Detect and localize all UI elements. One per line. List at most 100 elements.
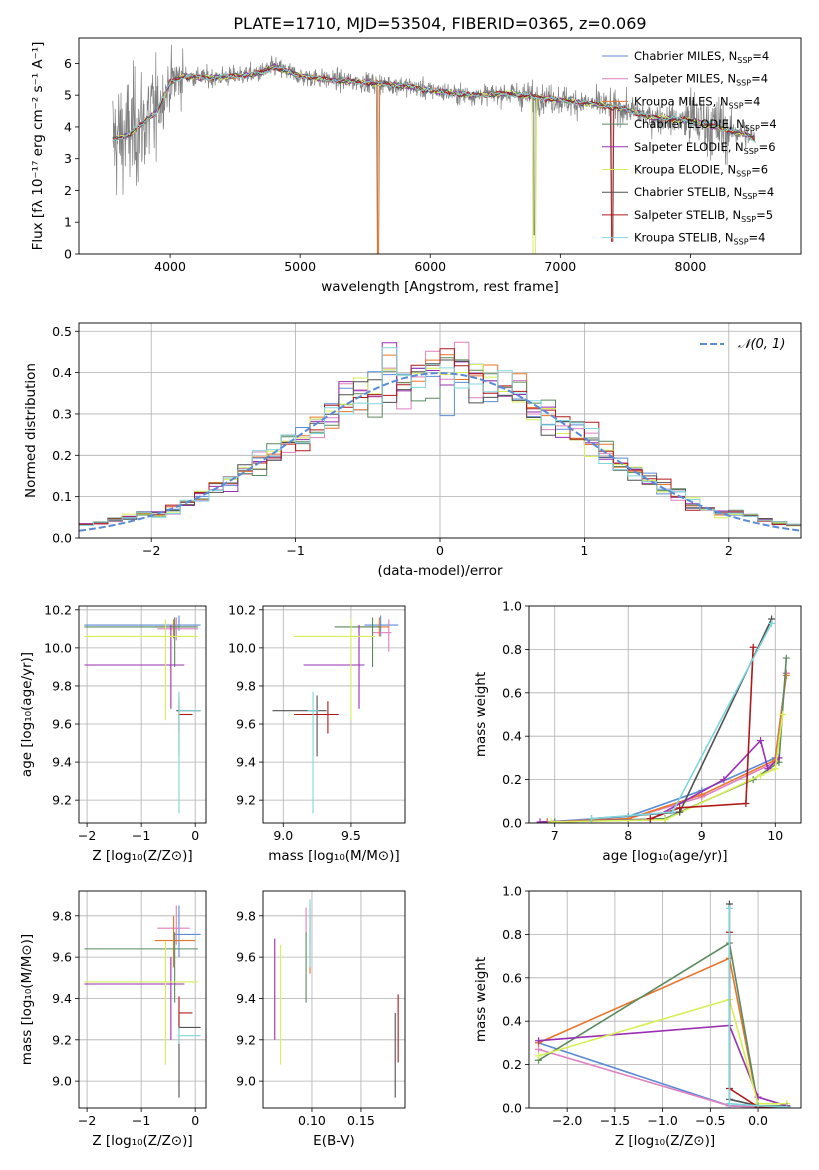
weight_vs_age-y-axis-label: mass weight [473, 672, 489, 757]
mass_vs_ebv-ytick-label: 9.0 [236, 1074, 256, 1089]
age_vs_mass-xtick-label: 9.5 [341, 828, 361, 843]
weight_vs_age-marker-chabrier-elodie [782, 654, 790, 662]
spectrum-panel: 4000 5000 6000 7000 8000 0 1 2 3 4 5 6 wavelength [A… [30, 37, 802, 295]
weight_vs_age-marker-kroupa-elodie [661, 816, 669, 823]
age_vs_Z-xtick-label: −1 [132, 828, 150, 843]
legend-label-salpeter-elodie: Salpeter ELODIE, NSSP=6 [634, 140, 776, 156]
weight_vs_Z-xtick-label: −1.0 [647, 1113, 677, 1128]
mass_vs_Z-xtick-label: 0 [191, 1113, 199, 1128]
age_vs_mass-ytick-label: 10.0 [228, 640, 256, 655]
weight_vs_Z-ytick-label: 0.6 [502, 970, 522, 985]
mass_vs_Z-ytick-label: 9.6 [52, 950, 72, 965]
weight_vs_age-ytick-label: 0.8 [502, 642, 522, 657]
weight_vs_Z-marker-salpeter-elodie [535, 1037, 543, 1045]
residuals-ytick-label: 0.2 [52, 448, 72, 463]
weight_vs_Z-x-axis-label: Z [log₁₀(Z/Z⊙)] [615, 1133, 715, 1149]
spectrum-ytick-label: 0 [64, 247, 72, 262]
mass_vs_ebv-frame [262, 890, 406, 1109]
mass_vs_Z-xtick-label: −1 [132, 1113, 150, 1128]
legend-label-kroupa-stelib: Kroupa STELIB, NSSP=4 [634, 231, 765, 247]
spectrum-x-axis-label: wavelength [Angstrom, rest frame] [321, 279, 559, 295]
spectrum-y-axis-label: Flux [fλ 10⁻¹⁷ erg cm⁻² s⁻¹ A⁻¹] [30, 42, 46, 251]
mass_vs_Z-ytick-label: 9.0 [52, 1074, 72, 1089]
age_vs_mass-xtick-label: 9.0 [273, 828, 293, 843]
weight_vs_age-marker-salpeter-elodie [536, 818, 544, 823]
weight_vs_Z-marker-salpeter-miles [535, 1045, 543, 1053]
spectrum-xtick-label: 7000 [544, 259, 576, 274]
weight_vs_age-marker-salpeter-stelib [749, 643, 757, 651]
mass_vs_Z-frame [78, 890, 207, 1109]
weight_vs_age-xtick-label: 7 [551, 828, 559, 843]
age_vs_Z-ytick-label: 9.2 [52, 793, 72, 808]
spectrum-xtick-label: 8000 [675, 259, 707, 274]
weight_vs_age-frame [528, 605, 802, 824]
mass_vs_ebv-panel: 0.10 0.15 9.0 9.2 9.4 9.6 9.8 E(B-V) [236, 890, 406, 1149]
mass_vs_Z-y-axis-label: mass [log₁₀(M/M⊙)] [19, 934, 35, 1065]
weight_vs_Z-panel: −2.0 −1.5 −1.0 −0.5 0.0 0.0 0.2 0.4 0.6 0.8 1.0 Z [… [473, 884, 802, 1149]
hist-step-kroupa-stelib [79, 347, 801, 528]
mass_vs_ebv-ytick-label: 9.8 [236, 908, 256, 923]
age_vs_mass-ytick-label: 9.8 [236, 678, 256, 693]
weight_vs_Z-ytick-label: 1.0 [502, 884, 522, 899]
mass_vs_Z-ytick-label: 9.4 [52, 991, 72, 1006]
residuals-panel: −2 −1 0 1 2 0.0 0.1 0.2 0.3 0.4 0.5 (data-model)/er… [23, 322, 802, 579]
legend-label-salpeter-stelib: Salpeter STELIB, NSSP=5 [634, 208, 773, 224]
weight_vs_age-marker-kroupa-miles [782, 671, 790, 679]
residuals-xtick-label: −2 [142, 543, 160, 558]
mass_vs_Z-ytick-label: 9.2 [52, 1032, 72, 1047]
residuals-xtick-label: 2 [725, 543, 733, 558]
mass_vs_Z-x-axis-label: Z [log₁₀(Z/Z⊙)] [92, 1133, 192, 1149]
spectrum-ytick-label: 5 [64, 88, 72, 103]
mass_vs_Z-panel: −2 −1 0 9.0 9.2 9.4 9.6 9.8 Z [log₁₀(Z/Z⊙)] mass … [19, 890, 207, 1149]
spectrum-ytick-label: 1 [64, 215, 72, 230]
weight_vs_Z-xtick-label: −1.5 [600, 1113, 630, 1128]
spectrum-ytick-label: 3 [64, 151, 72, 166]
legend-label-normal: 𝒩(0, 1) [738, 337, 785, 352]
age_vs_mass-ytick-label: 10.2 [228, 602, 256, 617]
weight_vs_age-ytick-label: 1.0 [502, 599, 522, 614]
spectrum-model-kroupa-stelib [112, 66, 755, 142]
spectrum-xtick-label: 6000 [414, 259, 446, 274]
spectrum-legend: Chabrier MILES, NSSP=4 Salpeter MILES, NS… [602, 49, 777, 247]
weight_vs_age-marker-salpeter-elodie [720, 776, 728, 784]
weight_vs_age-marker-salpeter-stelib [676, 804, 684, 812]
residuals-xtick-label: 1 [580, 543, 588, 558]
age_vs_Z-plot-area [79, 606, 206, 823]
weight_vs_Z-marker-kroupa-stelib [783, 1103, 791, 1108]
mass_vs_Z-plot-area [79, 891, 206, 1108]
age_vs_mass-plot-area [263, 606, 405, 823]
weight_vs_age-ytick-label: 0.4 [502, 729, 522, 744]
weight_vs_Z-marker-kroupa-elodie [535, 1052, 543, 1060]
residuals-plot-area [79, 323, 801, 538]
weight_vs_age-xtick-label: 10 [767, 828, 783, 843]
spectrum-ytick-label: 4 [64, 119, 72, 134]
weight_vs_Z-marker-kroupa-stelib [725, 904, 733, 912]
weight_vs_Z-marker-kroupa-stelib [725, 1100, 733, 1108]
weight_vs_Z-ytick-label: 0.0 [502, 1101, 522, 1116]
weight_vs_Z-ytick-label: 0.4 [502, 1014, 522, 1029]
normal-curve [79, 372, 801, 532]
mass_vs_Z-ytick-label: 9.8 [52, 908, 72, 923]
legend-label-chabrier-stelib: Chabrier STELIB, NSSP=4 [634, 185, 774, 201]
spectrum-plot-area [112, 44, 756, 254]
mass_vs_ebv-ytick-label: 9.4 [236, 991, 256, 1006]
spectrum-ytick-label: 6 [64, 56, 72, 71]
age_vs_mass-ytick-label: 9.4 [236, 755, 256, 770]
weight_vs_Z-ytick-label: 0.8 [502, 927, 522, 942]
spectrum-frame [78, 37, 802, 255]
age_vs_Z-y-axis-label: age [log₁₀(age/yr)] [19, 652, 35, 777]
weight_vs_age-ytick-label: 0.0 [502, 816, 522, 831]
spectrum-xtick-label: 4000 [154, 259, 186, 274]
residuals-ytick-label: 0.5 [52, 324, 72, 339]
residuals-xtick-label: 0 [436, 543, 444, 558]
weight_vs_age-marker-kroupa-stelib [587, 815, 595, 823]
age_vs_Z-xtick-label: 0 [191, 828, 199, 843]
age_vs_mass-ytick-label: 9.2 [236, 793, 256, 808]
mass_vs_ebv-xtick-label: 0.15 [347, 1113, 375, 1128]
legend-label-kroupa-elodie: Kroupa ELODIE, NSSP=6 [634, 163, 768, 179]
weight_vs_age-ytick-label: 0.6 [502, 685, 522, 700]
age_vs_Z-ytick-label: 9.6 [52, 717, 72, 732]
weight_vs_Z-xtick-label: 0.0 [748, 1113, 768, 1128]
residuals-y-axis-label: Normed distribution [23, 363, 39, 498]
